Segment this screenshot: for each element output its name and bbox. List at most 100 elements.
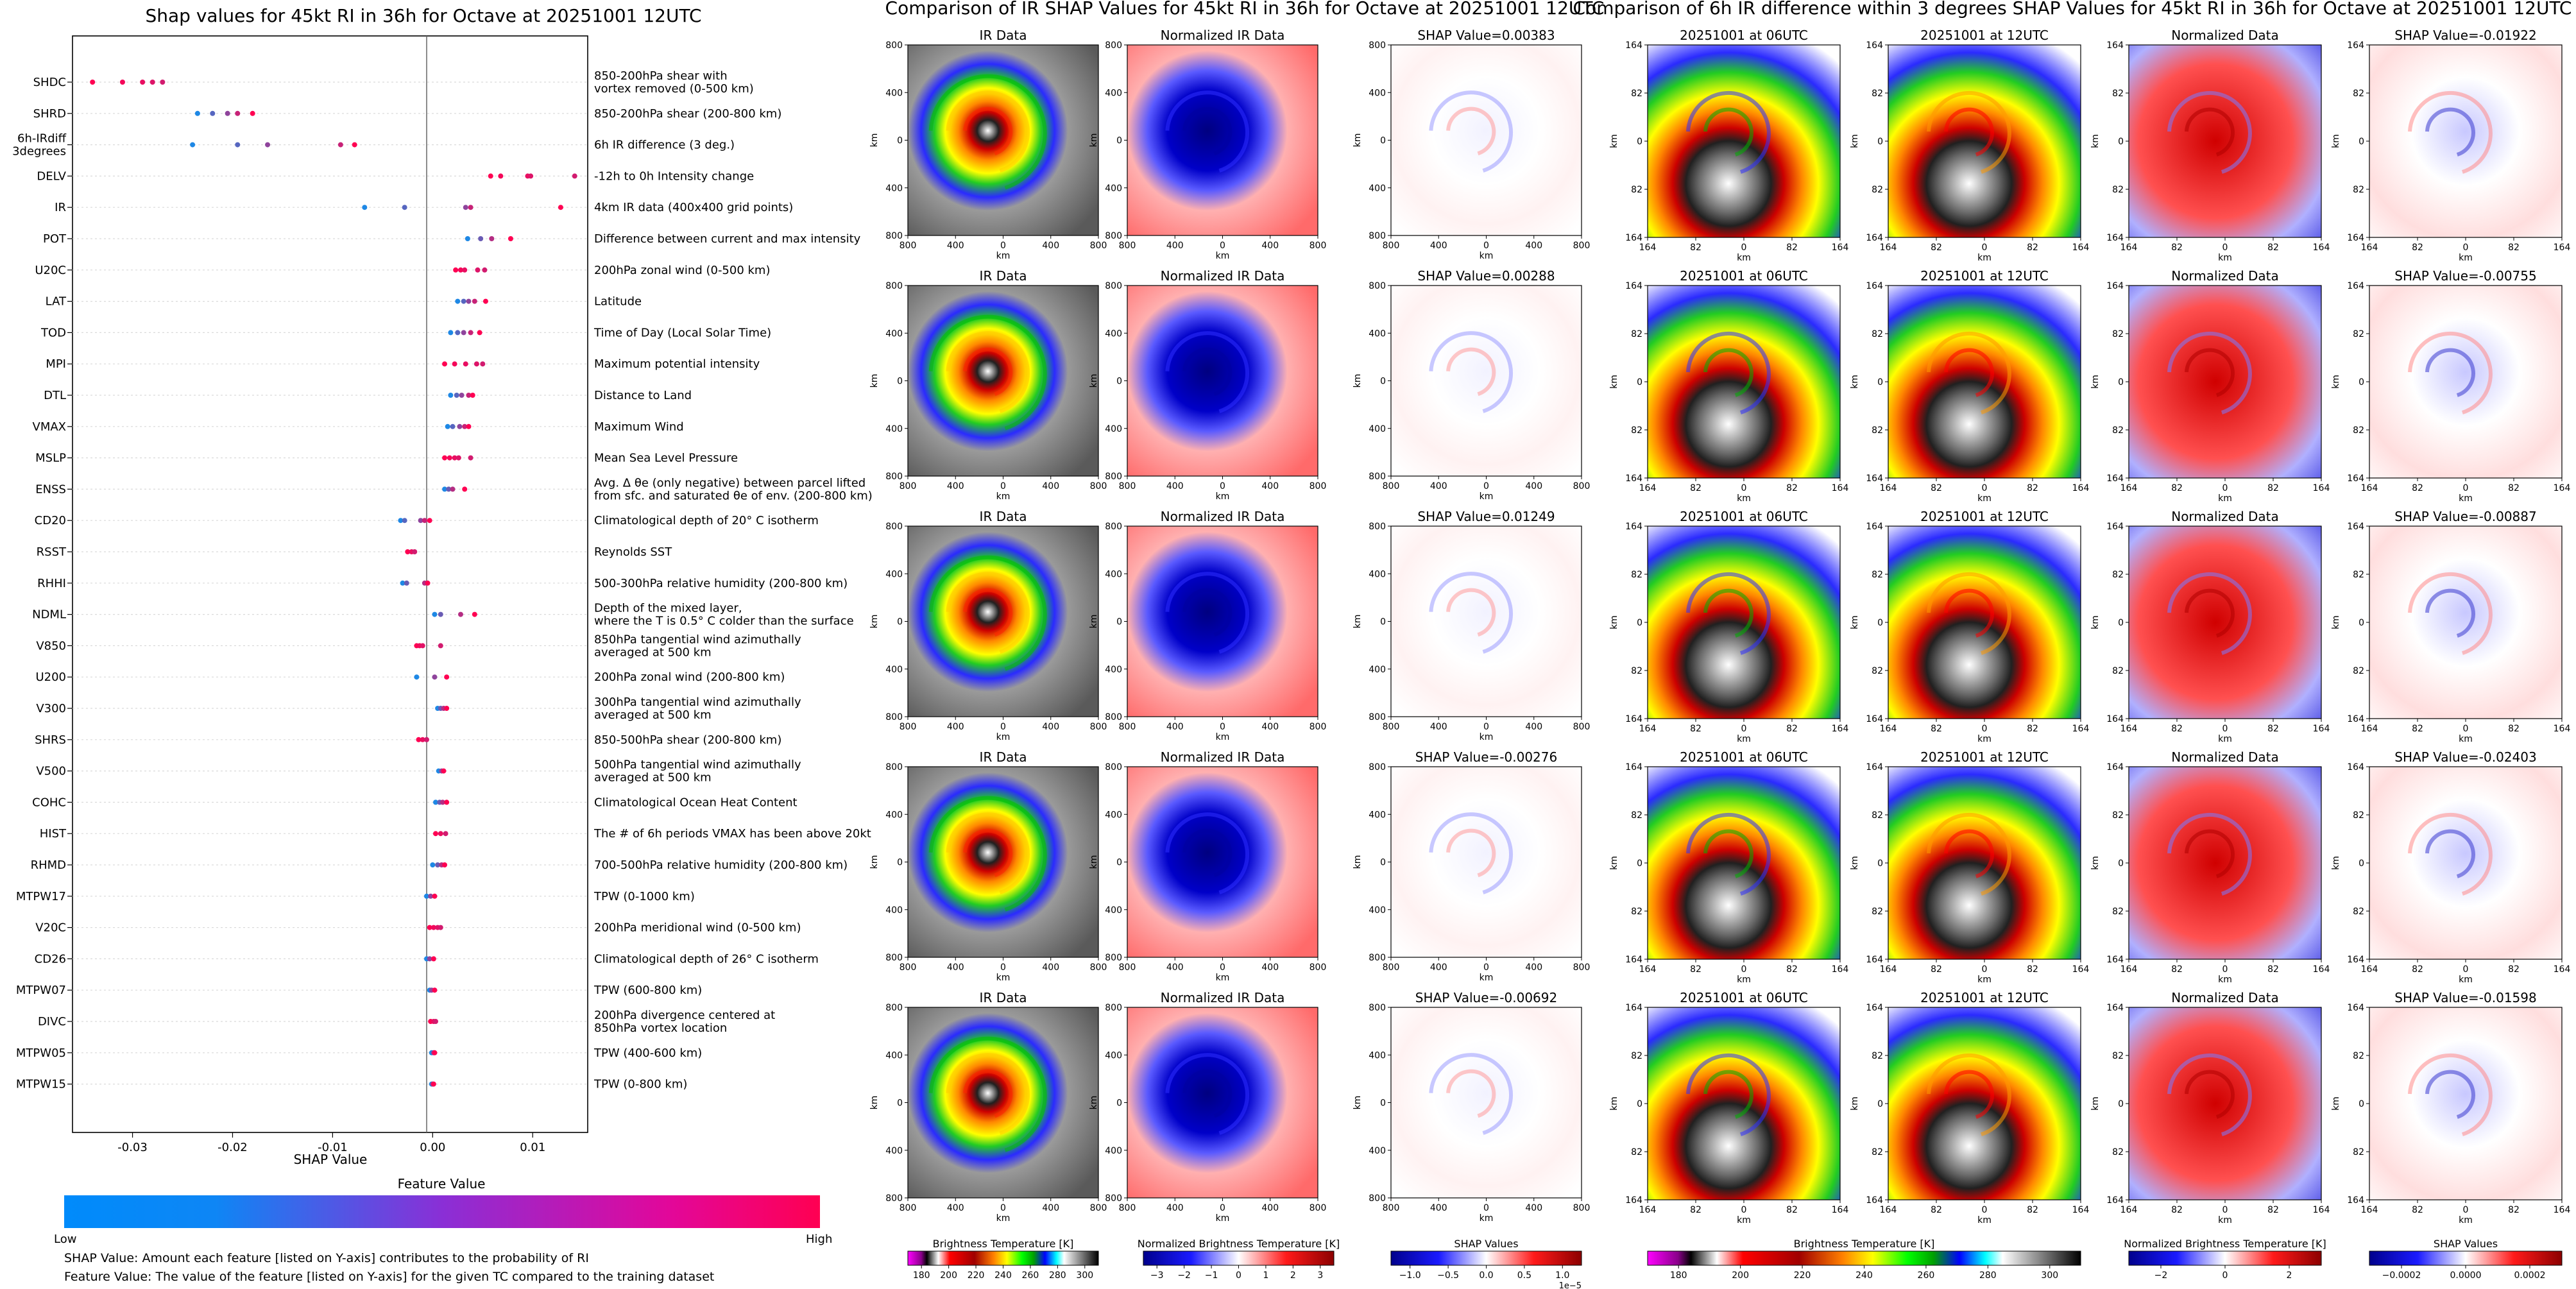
- x-tick-label: 800: [1573, 962, 1591, 973]
- y-tick-label: 400: [885, 810, 903, 820]
- shap-point: [466, 298, 472, 304]
- cloud-band: [1927, 90, 2011, 174]
- colorbar-tick-label: 0.5: [1517, 1270, 1531, 1281]
- x-axis-label: km: [1216, 491, 1230, 502]
- shap-point: [450, 423, 456, 429]
- y-tick-label: 0: [1877, 137, 1883, 147]
- cloud-band: [1446, 347, 1496, 397]
- x-tick-label: 0: [1483, 241, 1489, 251]
- feature-row: MSLP Mean Sea Level Pressure: [35, 452, 738, 465]
- cloud-band: [2408, 572, 2493, 655]
- shap-point: [431, 956, 436, 962]
- cloud-band: [2167, 572, 2252, 655]
- shap-point: [418, 518, 423, 524]
- panel-image: [2369, 44, 2563, 238]
- y-tick-label: 0: [1116, 1098, 1122, 1109]
- x-axis-label: km: [1737, 253, 1751, 263]
- x-axis-label: km: [1480, 491, 1494, 502]
- feature-desc-label: 700-500hPa relative humidity (200-800 km…: [594, 858, 848, 872]
- cloud-band: [946, 90, 1030, 173]
- x-axis-label: km: [2459, 734, 2473, 744]
- panel-image: [1888, 1007, 2081, 1200]
- y-tick-label: 400: [885, 569, 903, 579]
- y-tick-label: 800: [1369, 40, 1386, 51]
- colorbar-tick-label: −1.0: [1399, 1270, 1421, 1281]
- feature-code-label: 6h-IRdiff: [17, 132, 67, 146]
- panel-image: [907, 285, 1099, 477]
- x-tick-label: 82: [2267, 964, 2279, 975]
- feature-desc-label: averaged at 500 km: [594, 771, 712, 785]
- y-tick-label: 800: [1105, 953, 1122, 963]
- panel-title: SHAP Value=0.01249: [1417, 509, 1555, 524]
- y-axis-label: km: [869, 374, 880, 388]
- panel-title: 20251001 at 06UTC: [1680, 28, 1808, 43]
- y-tick-label: 800: [1369, 522, 1386, 532]
- y-tick-label: 82: [1631, 425, 1642, 436]
- y-tick-label: 400: [885, 905, 903, 916]
- x-axis-label: km: [1216, 732, 1230, 742]
- y-tick-label: 800: [1105, 712, 1122, 722]
- colorbar-tick-label: −2: [2154, 1270, 2168, 1281]
- y-tick-label: 400: [1105, 810, 1122, 820]
- x-tick-label: 82: [2508, 483, 2520, 493]
- panel-title: 20251001 at 12UTC: [1920, 268, 2049, 284]
- x-tick-label: 0: [2222, 483, 2228, 493]
- shap-point: [423, 893, 429, 899]
- x-tick-label: 82: [2027, 964, 2038, 975]
- shap-point: [140, 80, 146, 85]
- x-axis-label: km: [1480, 973, 1494, 983]
- panel-image: [1888, 44, 2081, 238]
- x-tick-label: 0: [1741, 483, 1747, 493]
- y-tick-label: 82: [2112, 329, 2124, 339]
- panel-image: [907, 766, 1099, 958]
- feature-code-label: MTPW15: [16, 1078, 66, 1091]
- y-tick-label: 0: [2358, 137, 2364, 147]
- x-axis-label: km: [1977, 253, 1992, 263]
- x-tick-label: 164: [1880, 964, 1897, 975]
- x-tick-label: 400: [1042, 481, 1059, 491]
- cloud-band: [2408, 1053, 2493, 1136]
- feature-row: TOD Time of Day (Local Solar Time): [40, 326, 771, 339]
- cloud-band: [2425, 588, 2475, 638]
- shap-point: [435, 862, 441, 867]
- feature-desc-label: 200hPa divergence centered at: [594, 1009, 775, 1022]
- panel-title: 20251001 at 12UTC: [1920, 990, 2049, 1005]
- y-tick-label: 400: [885, 1146, 903, 1156]
- x-tick-label: 164: [2313, 964, 2330, 975]
- x-axis-label: km: [2218, 975, 2232, 985]
- feature-code-label: VMAX: [33, 420, 67, 434]
- colorbar-tick-label: 220: [968, 1270, 985, 1281]
- y-tick-label: 0: [1380, 617, 1386, 627]
- x-tick-label: 164: [1832, 1205, 1849, 1215]
- feature-row: SHRS 850-500hPa shear (200-800 km): [35, 733, 781, 747]
- panel-title: Normalized IR Data: [1161, 28, 1285, 43]
- x-tick-label: 800: [900, 962, 917, 973]
- feature-code-label: NDML: [32, 608, 66, 622]
- x-tick-label: 800: [1309, 481, 1327, 491]
- x-tick-label: 82: [1931, 964, 1942, 975]
- feature-row: NDML Depth of the mixed layer,where the T…: [32, 602, 854, 628]
- feature-desc-label: TPW (400-600 km): [593, 1046, 702, 1060]
- shap-point: [442, 862, 448, 867]
- cloud-band: [1944, 829, 1994, 878]
- colorbar-tick-label: 0: [2222, 1270, 2228, 1281]
- y-tick-label: 800: [885, 1003, 903, 1013]
- feature-code-label: MPI: [46, 357, 66, 371]
- x-tick-label: 164: [1639, 964, 1657, 975]
- feature-code-label: SHRS: [35, 733, 66, 747]
- feature-code-label: CD26: [35, 952, 66, 966]
- y-tick-label: 400: [1369, 810, 1386, 820]
- colorbar-tick-label: 260: [1022, 1270, 1039, 1281]
- y-tick-label: 400: [885, 88, 903, 98]
- colorbar: Brightness Temperature [K] 180 200 220 240 26…: [907, 1238, 1099, 1281]
- cloud-band: [1446, 107, 1496, 156]
- y-tick-label: 0: [1637, 618, 1642, 628]
- x-tick-label: 0: [1483, 1203, 1489, 1213]
- x-tick-label: 800: [1383, 962, 1400, 973]
- x-tick-label: 400: [1042, 962, 1059, 973]
- feature-desc-label: Reynolds SST: [594, 545, 672, 559]
- x-tick-label: 0: [2463, 964, 2469, 975]
- panel-title: 20251001 at 06UTC: [1680, 749, 1808, 765]
- x-tick-label: 164: [2313, 1205, 2330, 1215]
